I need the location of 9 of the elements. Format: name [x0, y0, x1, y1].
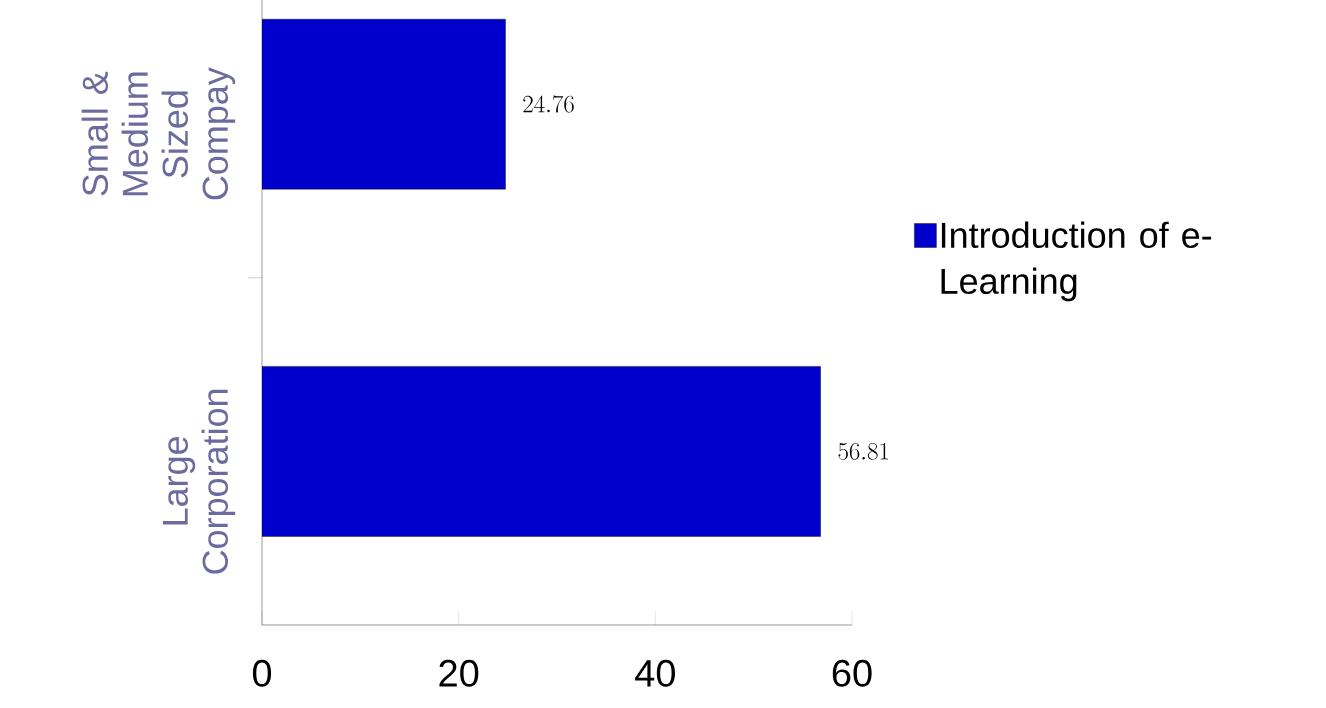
x-tick-label: 0: [252, 659, 272, 687]
x-tick-label: 40: [635, 659, 675, 687]
legend-label: Introduction of e-Learning: [941, 221, 1212, 302]
y-tick-label: Small & Medium Sized Compay: [81, 67, 236, 200]
data-label: 24.76: [523, 95, 574, 113]
x-tick-label: 60: [832, 659, 872, 687]
y-tick-label: Large Corporation: [162, 389, 236, 574]
data-label: 56.81: [838, 442, 889, 460]
x-tick-label: 20: [439, 659, 479, 687]
